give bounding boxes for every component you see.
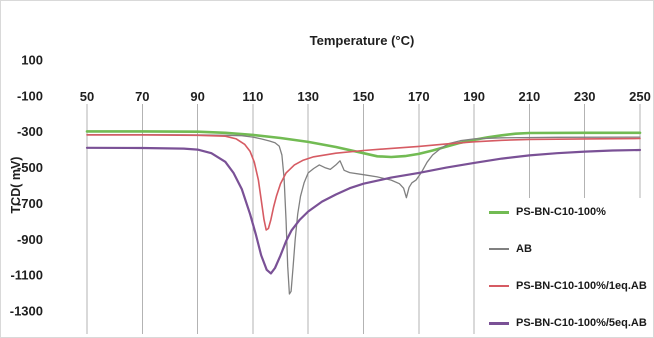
legend-item: PS-BN-C10-100%/5eq.AB xyxy=(489,315,647,331)
y-axis-title: TCD( mV) xyxy=(9,157,23,214)
y-tick-label: -700 xyxy=(17,196,43,211)
x-tick-label: 250 xyxy=(629,89,651,104)
legend-label: PS-BN-C10-100%/5eq.AB xyxy=(516,317,647,329)
x-tick-label: 70 xyxy=(135,89,149,104)
x-tick-label: 130 xyxy=(297,89,319,104)
legend-item: PS-BN-C10-100% xyxy=(489,204,606,220)
x-tick-label: 190 xyxy=(463,89,485,104)
series-line-ab xyxy=(86,133,641,295)
y-tick-label: -900 xyxy=(17,232,43,247)
y-tick-label: -1100 xyxy=(10,268,43,283)
y-tick-label: -300 xyxy=(17,124,43,139)
y-tick-label: -1300 xyxy=(10,304,43,319)
x-tick-label: 90 xyxy=(190,89,204,104)
y-tick-labels: 100 -100 -300 -500 -700 -900 -1100 -1300 xyxy=(10,53,43,319)
series-line-ps-bn-c10-100-1eq-ab xyxy=(86,134,641,231)
y-tick-label: 100 xyxy=(21,53,43,68)
legend-swatch xyxy=(489,321,509,325)
x-tick-label: 110 xyxy=(242,89,263,104)
legend: PS-BN-C10-100% AB PS-BN-C10-100%/1eq.AB … xyxy=(482,198,652,336)
legend-swatch xyxy=(489,248,509,250)
x-axis-title: Temperature (°C) xyxy=(310,33,415,48)
y-tick-label: -100 xyxy=(17,88,43,103)
legend-label: PS-BN-C10-100%/1eq.AB xyxy=(516,280,647,292)
legend-item: PS-BN-C10-100%/1eq.AB xyxy=(489,278,647,294)
x-tick-labels: 50 70 90 110 130 150 170 190 210 230 250 xyxy=(80,89,651,104)
series-line-ps-bn-c10-100 xyxy=(85,130,642,159)
series-lines xyxy=(85,130,642,295)
y-tick-label: -500 xyxy=(17,160,43,175)
x-tick-label: 210 xyxy=(519,89,541,104)
legend-label: AB xyxy=(516,243,532,255)
legend-swatch xyxy=(489,210,509,214)
x-tick-label: 150 xyxy=(353,89,375,104)
legend-item: AB xyxy=(489,241,532,257)
x-tick-label: 230 xyxy=(574,89,596,104)
x-tick-label: 170 xyxy=(408,89,430,104)
legend-swatch xyxy=(489,285,509,287)
legend-label: PS-BN-C10-100% xyxy=(516,206,606,218)
series-line-ps-bn-c10-100-5eq-ab xyxy=(85,146,642,275)
x-tick-label: 50 xyxy=(80,89,94,104)
